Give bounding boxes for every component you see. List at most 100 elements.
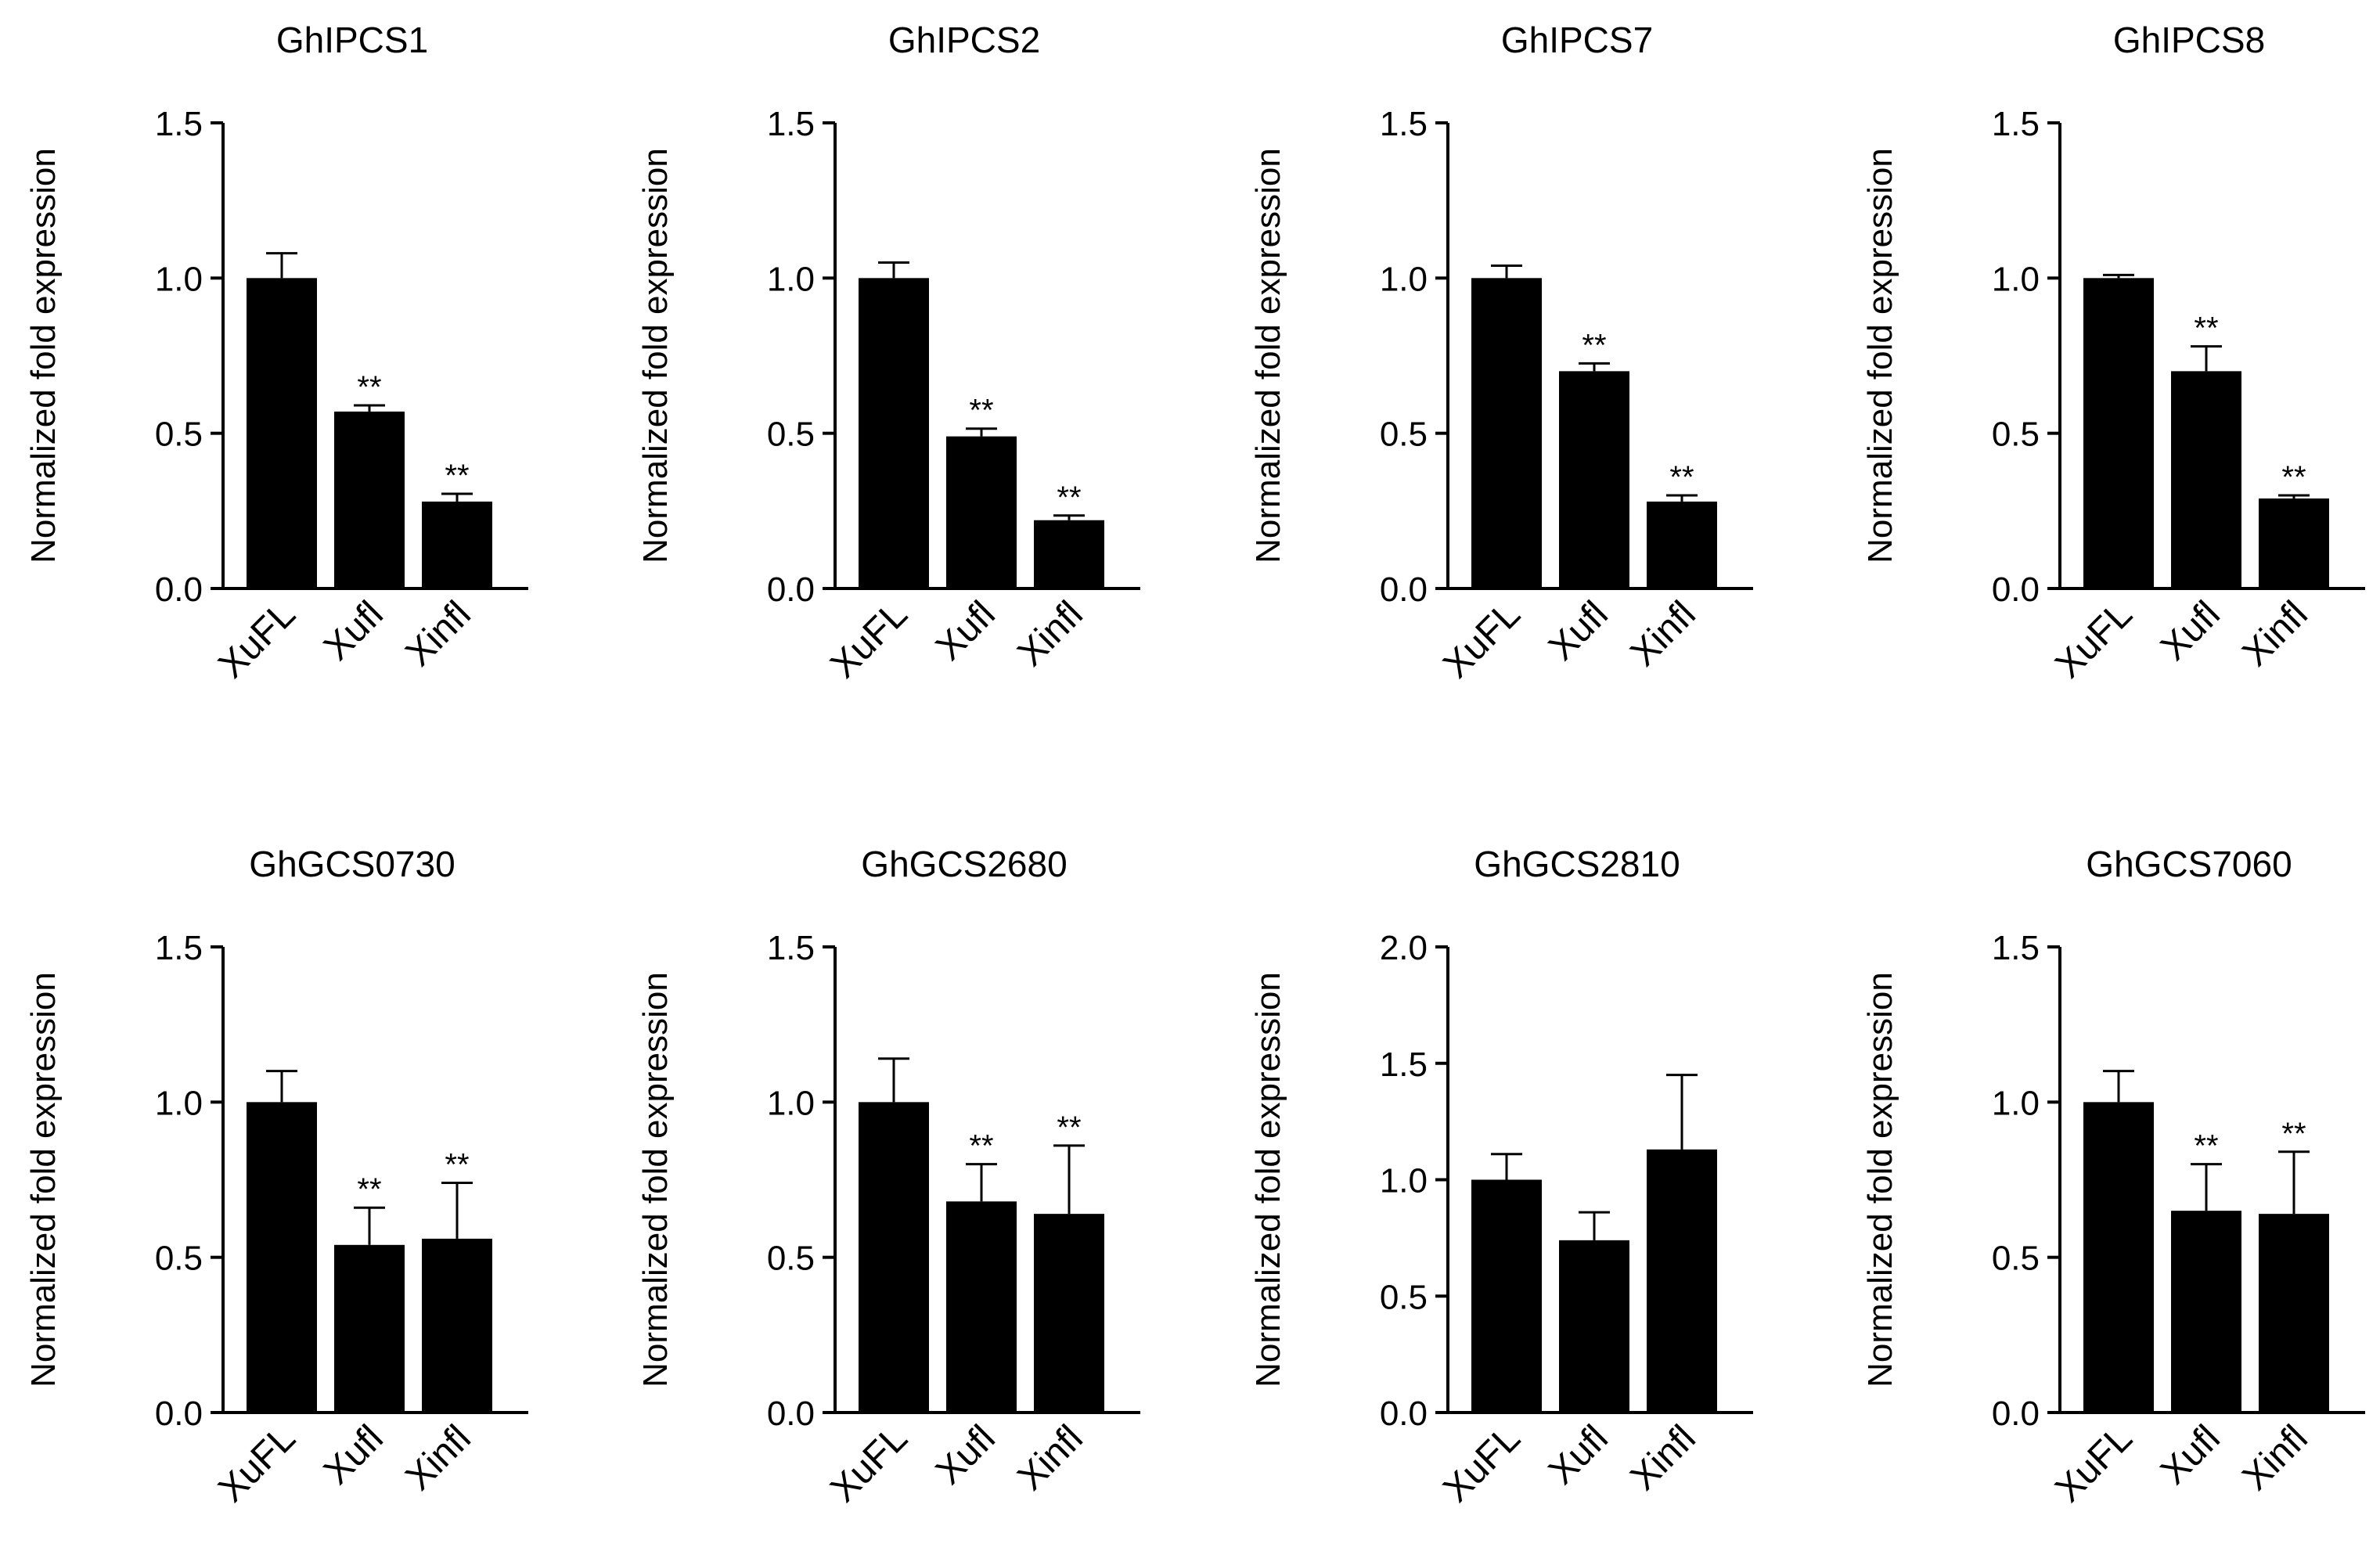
bar-Xinfl	[422, 501, 492, 588]
y-tick-label: 1.5	[1992, 105, 2040, 143]
panel-title: GhIPCS1	[276, 20, 428, 60]
significance-marker: **	[1057, 1110, 1081, 1145]
significance-marker: **	[2281, 1117, 2306, 1151]
y-tick-label: 0.5	[1380, 416, 1428, 454]
x-tick-label: Xinfl	[2234, 593, 2316, 675]
x-tick-label: Xinfl	[398, 593, 479, 675]
significance-marker: **	[445, 459, 469, 493]
x-tick-label: Xinfl	[398, 1417, 479, 1499]
bar-Xufl	[2171, 1211, 2241, 1413]
y-tick-label: 1.0	[1992, 1084, 2040, 1122]
y-axis-label: Normalized fold expression	[1249, 148, 1287, 563]
x-tick-label: XuFL	[211, 593, 304, 686]
y-tick-label: 0.5	[767, 1240, 815, 1278]
y-tick-label: 1.0	[155, 260, 203, 298]
panel-GhIPCS2: GhIPCS2 Normalized fold expression 0.0 0.5 1…	[636, 20, 1140, 686]
panel-title: GhGCS2810	[1474, 844, 1680, 884]
x-tick-label: Xufl	[1541, 1417, 1616, 1492]
y-tick-label: 0.0	[155, 570, 203, 609]
y-tick-label: 0.5	[1380, 1278, 1428, 1316]
x-tick-label: XuFL	[2047, 593, 2141, 686]
y-tick-label: 0.5	[1992, 416, 2040, 454]
significance-marker: **	[2281, 460, 2306, 495]
x-tick-label: XuFL	[823, 1417, 916, 1510]
bar-XuFL	[247, 1102, 317, 1413]
panel-title: GhGCS0730	[249, 844, 455, 884]
bar-Xufl	[334, 411, 405, 588]
bar-Xinfl	[1647, 1149, 1717, 1413]
y-tick-label: 1.0	[767, 260, 815, 298]
bar-XuFL	[2083, 278, 2154, 588]
x-tick-label: Xinfl	[1622, 593, 1704, 675]
x-tick-label: XuFL	[1435, 1417, 1528, 1510]
x-tick-label: Xufl	[316, 593, 391, 668]
y-tick-label: 0.0	[1380, 1395, 1428, 1433]
bar-Xinfl	[2259, 498, 2329, 588]
bar-XuFL	[1471, 1179, 1542, 1413]
y-tick-label: 0.0	[1380, 570, 1428, 609]
panel-GhIPCS8: GhIPCS8 Normalized fold expression 0.0 0.5 1…	[1861, 20, 2365, 686]
x-tick-label: Xufl	[316, 1417, 391, 1492]
x-tick-label: Xinfl	[1010, 593, 1091, 675]
y-tick-label: 0.0	[1992, 570, 2040, 609]
panel-title: GhIPCS8	[2113, 20, 2265, 60]
bar-Xufl	[334, 1244, 405, 1413]
y-tick-label: 1.5	[767, 929, 815, 967]
bar-XuFL	[1471, 278, 1542, 588]
x-tick-label: Xufl	[2153, 1417, 2228, 1492]
panel-GhGCS2680: GhGCS2680 Normalized fold expression 0.0 0.…	[636, 844, 1140, 1510]
significance-marker: **	[2194, 1129, 2218, 1164]
y-tick-label: 1.5	[1992, 929, 2040, 967]
panel-GhGCS7060: GhGCS7060 Normalized fold expression 0.0 0.…	[1861, 844, 2365, 1510]
x-tick-label: XuFL	[2047, 1417, 2141, 1510]
y-tick-label: 1.5	[1380, 1046, 1428, 1084]
y-tick-label: 1.0	[1380, 260, 1428, 298]
y-tick-label: 0.5	[155, 416, 203, 454]
x-tick-label: Xinfl	[1010, 1417, 1091, 1499]
y-axis-label: Normalized fold expression	[24, 972, 63, 1387]
y-tick-label: 1.5	[767, 105, 815, 143]
y-tick-label: 0.0	[1992, 1395, 2040, 1433]
bar-Xufl	[1559, 371, 1629, 588]
y-tick-label: 2.0	[1380, 929, 1428, 967]
y-tick-label: 0.5	[155, 1240, 203, 1278]
significance-marker: **	[1582, 328, 1606, 362]
panel-GhGCS0730: GhGCS0730 Normalized fold expression 0.0 0.…	[24, 844, 528, 1510]
x-tick-label: Xufl	[2153, 593, 2228, 668]
y-axis-label: Normalized fold expression	[636, 972, 675, 1387]
y-axis-label: Normalized fold expression	[24, 148, 63, 563]
bar-Xinfl	[422, 1238, 492, 1413]
bar-Xinfl	[1034, 520, 1104, 588]
significance-marker: **	[357, 1172, 381, 1207]
significance-marker: **	[2194, 311, 2218, 346]
x-tick-label: Xinfl	[1622, 1417, 1704, 1499]
y-tick-label: 1.0	[1992, 260, 2040, 298]
significance-marker: **	[445, 1147, 469, 1182]
y-tick-label: 0.0	[767, 1395, 815, 1433]
panel-title: GhIPCS2	[888, 20, 1040, 60]
significance-marker: **	[357, 370, 381, 405]
bar-Xinfl	[2259, 1214, 2329, 1413]
x-tick-label: XuFL	[211, 1417, 304, 1510]
y-tick-label: 0.5	[1992, 1240, 2040, 1278]
bar-Xufl	[1559, 1240, 1629, 1413]
y-tick-label: 0.0	[155, 1395, 203, 1433]
panel-title: GhGCS2680	[861, 844, 1067, 884]
y-tick-label: 1.5	[155, 105, 203, 143]
x-tick-label: Xufl	[928, 1417, 1003, 1492]
panel-GhIPCS1: GhIPCS1 Normalized fold expression 0.0 0.5 1…	[24, 20, 528, 686]
significance-marker: **	[969, 1129, 993, 1164]
significance-marker: **	[969, 394, 993, 428]
y-axis-label: Normalized fold expression	[636, 148, 675, 563]
y-tick-label: 0.0	[767, 570, 815, 609]
bar-XuFL	[859, 278, 929, 588]
x-tick-label: XuFL	[823, 593, 916, 686]
bar-XuFL	[859, 1102, 929, 1413]
y-axis-label: Normalized fold expression	[1861, 972, 1899, 1387]
panel-GhIPCS7: GhIPCS7 Normalized fold expression 0.0 0.5 1…	[1249, 20, 1753, 686]
significance-marker: **	[1057, 480, 1081, 515]
y-axis-label: Normalized fold expression	[1249, 972, 1287, 1387]
x-tick-label: Xufl	[1541, 593, 1616, 668]
y-tick-label: 1.0	[155, 1084, 203, 1122]
